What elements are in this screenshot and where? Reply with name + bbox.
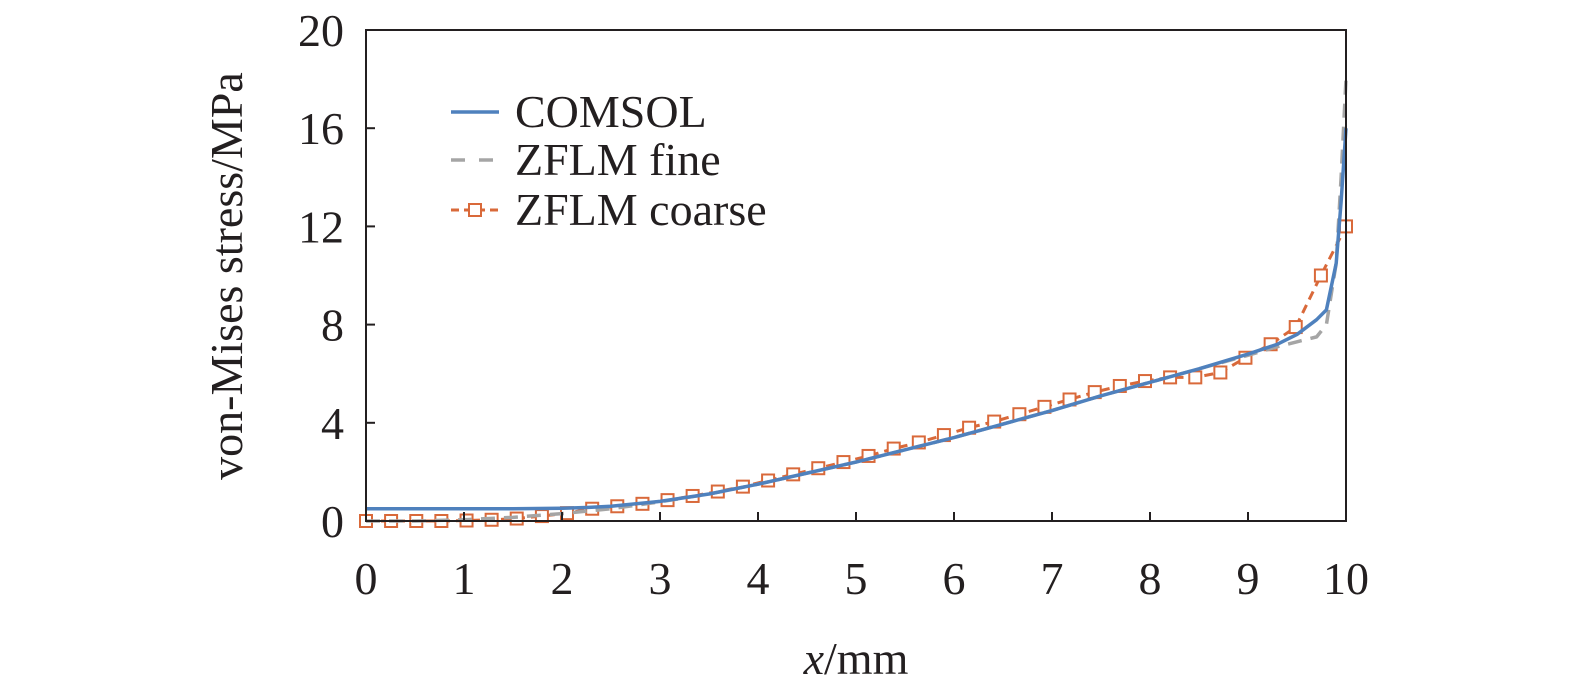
x-tick-label: 6 (943, 553, 966, 604)
y-tick-label: 16 (298, 103, 344, 154)
data-point (1313, 268, 1328, 283)
data-point (1213, 365, 1228, 380)
x-axis-title-symbol: x (803, 633, 825, 684)
x-tick-label: 3 (649, 553, 672, 604)
y-axis-title: von-Mises stress/MPa (201, 72, 252, 480)
legend-label: ZFLM fine (515, 134, 721, 185)
series-line-zflm-coarse (366, 225, 1348, 523)
x-tick-label: 10 (1323, 553, 1369, 604)
legend-marker (468, 203, 482, 217)
plot-area (359, 79, 1353, 528)
y-tick-label: 20 (298, 5, 344, 56)
data-point (1288, 320, 1303, 335)
x-tick-label: 7 (1041, 553, 1064, 604)
y-tick-label: 4 (321, 398, 344, 449)
legend-label: ZFLM coarse (515, 184, 767, 235)
axes (365, 29, 1347, 522)
x-tick-label: 2 (551, 553, 574, 604)
series-line-zflm-fine (366, 79, 1348, 523)
y-tick-label: 0 (321, 496, 344, 547)
x-tick-label: 0 (355, 553, 378, 604)
x-axis-title-unit: /mm (824, 633, 909, 684)
plot-frame (365, 29, 1347, 522)
x-axis-title: x/mm (803, 633, 909, 684)
x-tick-label: 8 (1139, 553, 1162, 604)
x-tick-label: 1 (453, 553, 476, 604)
x-tick-label: 9 (1237, 553, 1260, 604)
y-tick-label: 12 (298, 201, 344, 252)
x-tick-label: 4 (747, 553, 770, 604)
y-tick-label: 8 (321, 300, 344, 351)
legend-label: COMSOL (515, 86, 707, 137)
data-point (1188, 370, 1203, 385)
x-tick-label: 5 (845, 553, 868, 604)
series-line-comsol (366, 128, 1348, 511)
